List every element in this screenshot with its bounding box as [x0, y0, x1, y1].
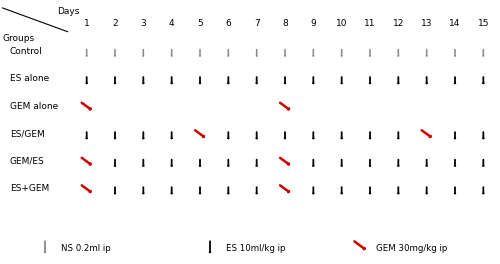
Text: Days: Days — [58, 7, 80, 16]
Text: ES/GEM: ES/GEM — [10, 129, 45, 138]
Text: 9: 9 — [310, 19, 316, 28]
Text: ES+GEM: ES+GEM — [10, 185, 49, 194]
Text: 6: 6 — [226, 19, 231, 28]
Text: GEM/ES: GEM/ES — [10, 157, 45, 166]
Text: 14: 14 — [450, 19, 460, 28]
Text: 7: 7 — [254, 19, 260, 28]
Text: ES 10ml/kg ip: ES 10ml/kg ip — [226, 244, 285, 253]
Text: Control: Control — [10, 47, 43, 56]
Text: 11: 11 — [364, 19, 376, 28]
Text: 15: 15 — [478, 19, 489, 28]
Text: 5: 5 — [197, 19, 203, 28]
Text: 4: 4 — [169, 19, 174, 28]
Text: ES alone: ES alone — [10, 74, 49, 83]
Text: 8: 8 — [282, 19, 288, 28]
Text: 12: 12 — [392, 19, 404, 28]
Text: 10: 10 — [336, 19, 347, 28]
Text: GEM alone: GEM alone — [10, 102, 58, 111]
Text: 2: 2 — [112, 19, 118, 28]
Text: NS 0.2ml ip: NS 0.2ml ip — [60, 244, 110, 253]
Text: 1: 1 — [84, 19, 89, 28]
Text: GEM 30mg/kg ip: GEM 30mg/kg ip — [376, 244, 447, 253]
Text: Groups: Groups — [2, 34, 34, 43]
Text: 13: 13 — [421, 19, 432, 28]
Text: 3: 3 — [140, 19, 146, 28]
